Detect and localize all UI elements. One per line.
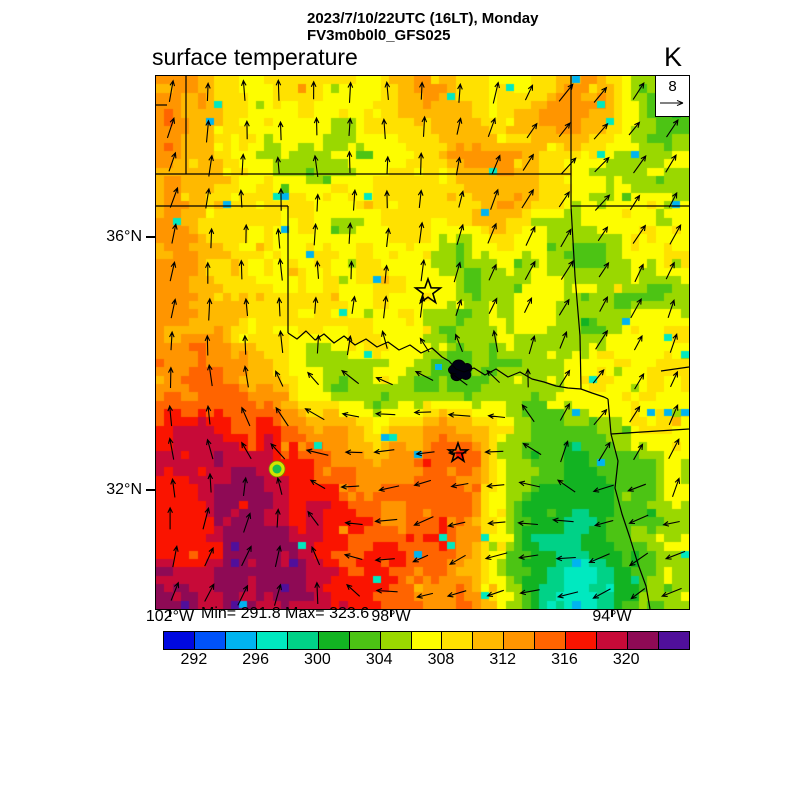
lake-speck <box>435 364 442 370</box>
lon-tick <box>611 609 613 617</box>
colorbar-cell <box>628 632 659 649</box>
colorbar-tick-label: 300 <box>304 651 331 668</box>
colorbar-tick-label: 316 <box>551 651 578 668</box>
state-border <box>610 428 689 435</box>
colorbar-cell <box>473 632 505 649</box>
map-region: 8 <box>155 75 690 610</box>
state-border <box>660 366 689 372</box>
colorbar-cell <box>504 632 536 649</box>
map-overlay-svg <box>156 76 689 609</box>
colorbar-tick-label: 312 <box>489 651 517 668</box>
colorbar-cell <box>225 632 257 649</box>
title-block: 2023/7/10/22UTC (16LT), Monday FV3m0b0l0… <box>307 10 538 44</box>
colorbar-cell <box>442 632 474 649</box>
wind-reference-arrow-icon <box>660 99 684 107</box>
state-border <box>287 330 609 400</box>
lat-tick-label: 36°N <box>106 228 142 245</box>
colorbar-cell <box>287 632 319 649</box>
wind-vector-arrows <box>166 78 686 606</box>
lon-tick <box>390 609 392 617</box>
plot-title: surface temperature <box>152 44 358 70</box>
colorbar-cell <box>318 632 350 649</box>
colorbar-cell <box>349 632 381 649</box>
minmax-stats: Min= 291.8 Max= 323.6 <box>201 605 370 622</box>
colorbar-cell <box>164 632 195 649</box>
colorbar-cell <box>597 632 629 649</box>
colorbar <box>163 631 690 650</box>
lon-tick <box>169 609 171 617</box>
colorbar-tick-label: 320 <box>612 651 640 668</box>
colorbar-cell <box>194 632 226 649</box>
units-label: K <box>664 42 683 72</box>
reservoir-center <box>272 464 282 474</box>
lat-tick <box>146 236 155 238</box>
wind-reference-box: 8 <box>655 75 690 117</box>
colorbar-cell <box>659 632 689 649</box>
star-marker <box>413 276 443 305</box>
lat-tick-label: 32°N <box>106 481 142 498</box>
colorbar-cell <box>380 632 412 649</box>
lat-tick <box>146 489 155 491</box>
colorbar-tick-label: 296 <box>242 651 269 668</box>
colorbar-cell <box>535 632 567 649</box>
colorbar-cell <box>256 632 288 649</box>
colorbar-cell <box>566 632 598 649</box>
wind-reference-value: 8 <box>668 78 677 95</box>
colorbar-tick-label: 292 <box>180 651 208 668</box>
colorbar-tick-label: 308 <box>427 651 455 668</box>
star-marker <box>446 440 470 464</box>
colorbar-tick-label: 304 <box>365 651 393 668</box>
state-border <box>570 205 582 390</box>
state-border <box>610 433 651 609</box>
model-run-title: 2023/7/10/22UTC (16LT), Monday <box>307 10 539 27</box>
model-name-title: FV3m0b0l0_GFS025 <box>307 27 451 44</box>
state-border <box>607 398 612 435</box>
colorbar-cell <box>411 632 443 649</box>
